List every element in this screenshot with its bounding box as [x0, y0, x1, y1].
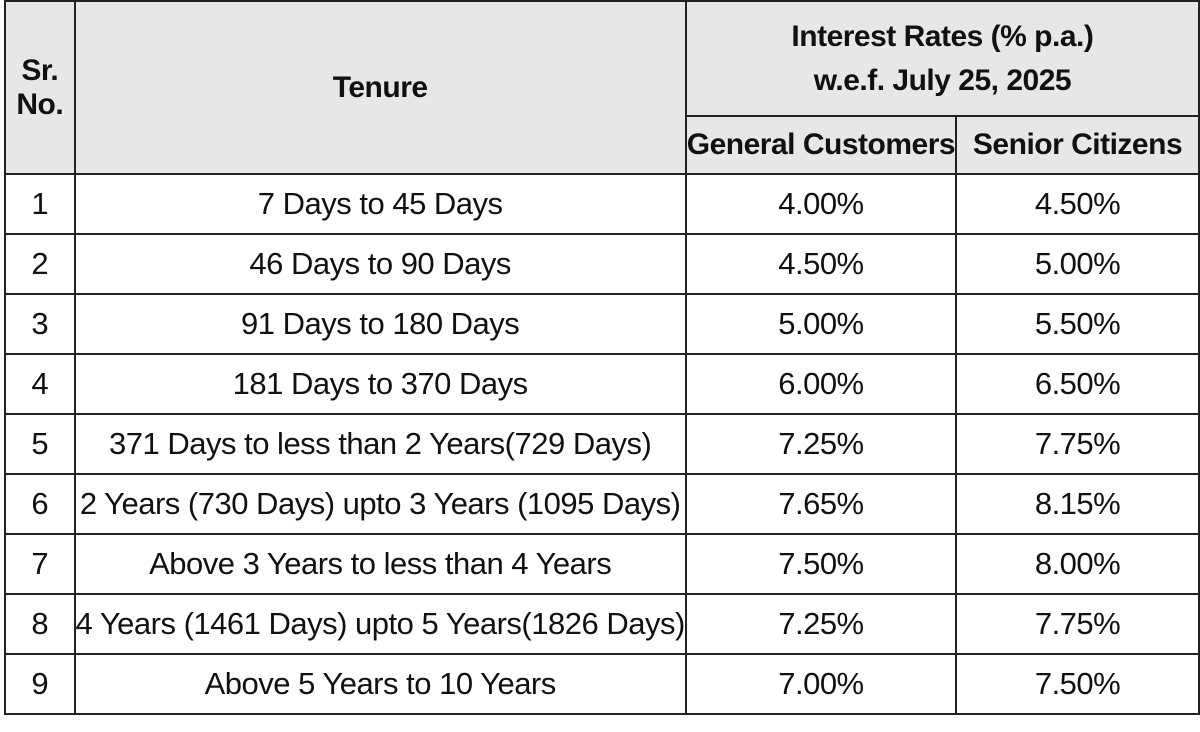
cell-tenure: Above 3 Years to less than 4 Years	[73, 533, 687, 595]
header-rates-title: Interest Rates (% p.a.)	[791, 19, 1094, 53]
cell-senior-rate: 5.00%	[955, 233, 1200, 295]
table-row: 5 371 Days to less than 2 Years(729 Days…	[4, 413, 1200, 475]
cell-senior-rate: 7.75%	[955, 413, 1200, 475]
header-senior-citizens: Senior Citizens	[955, 115, 1200, 175]
cell-sr-no: 9	[4, 653, 76, 715]
cell-sr-no: 2	[4, 233, 76, 295]
table-row: 2 46 Days to 90 Days 4.50% 5.00%	[4, 233, 1200, 295]
header-sr-line1: Sr.	[21, 53, 59, 87]
table-row: 3 91 Days to 180 Days 5.00% 5.50%	[4, 293, 1200, 355]
cell-senior-rate: 5.50%	[955, 293, 1200, 355]
cell-general-rate: 4.00%	[684, 173, 958, 235]
table-row: 1 7 Days to 45 Days 4.00% 4.50%	[4, 173, 1200, 235]
cell-senior-rate: 6.50%	[955, 353, 1200, 415]
table-header: Sr. No. Tenure Interest Rates (% p.a.) w…	[4, 0, 1200, 175]
table-row: 6 2 Years (730 Days) upto 3 Years (1095 …	[4, 473, 1200, 535]
cell-senior-rate: 8.00%	[955, 533, 1200, 595]
header-rates-effective-date: w.e.f. July 25, 2025	[813, 63, 1072, 97]
cell-tenure: 91 Days to 180 Days	[73, 293, 687, 355]
cell-sr-no: 3	[4, 293, 76, 355]
cell-tenure: 4 Years (1461 Days) upto 5 Years(1826 Da…	[73, 593, 687, 655]
cell-sr-no: 4	[4, 353, 76, 415]
cell-senior-rate: 7.50%	[955, 653, 1200, 715]
header-tenure: Tenure	[73, 0, 687, 175]
header-interest-rates: Interest Rates (% p.a.) w.e.f. July 25, …	[684, 0, 1200, 117]
cell-general-rate: 7.25%	[684, 413, 958, 475]
interest-rate-table: Sr. No. Tenure Interest Rates (% p.a.) w…	[4, 0, 1200, 715]
cell-tenure: 371 Days to less than 2 Years(729 Days)	[73, 413, 687, 475]
cell-general-rate: 7.00%	[684, 653, 958, 715]
header-sr-no: Sr. No.	[4, 0, 76, 175]
cell-tenure: 2 Years (730 Days) upto 3 Years (1095 Da…	[73, 473, 687, 535]
cell-sr-no: 6	[4, 473, 76, 535]
cell-general-rate: 7.65%	[684, 473, 958, 535]
table-body: 1 7 Days to 45 Days 4.00% 4.50% 2 46 Day…	[4, 173, 1200, 715]
header-sr-line2: No.	[16, 87, 64, 121]
cell-general-rate: 7.50%	[684, 533, 958, 595]
cell-sr-no: 8	[4, 593, 76, 655]
cell-senior-rate: 8.15%	[955, 473, 1200, 535]
cell-general-rate: 7.25%	[684, 593, 958, 655]
table-row: 8 4 Years (1461 Days) upto 5 Years(1826 …	[4, 593, 1200, 655]
cell-general-rate: 5.00%	[684, 293, 958, 355]
cell-sr-no: 5	[4, 413, 76, 475]
cell-tenure: 181 Days to 370 Days	[73, 353, 687, 415]
cell-senior-rate: 7.75%	[955, 593, 1200, 655]
cell-senior-rate: 4.50%	[955, 173, 1200, 235]
table-row: 4 181 Days to 370 Days 6.00% 6.50%	[4, 353, 1200, 415]
cell-sr-no: 7	[4, 533, 76, 595]
table-row: 9 Above 5 Years to 10 Years 7.00% 7.50%	[4, 653, 1200, 715]
cell-tenure: 46 Days to 90 Days	[73, 233, 687, 295]
cell-sr-no: 1	[4, 173, 76, 235]
cell-general-rate: 4.50%	[684, 233, 958, 295]
cell-general-rate: 6.00%	[684, 353, 958, 415]
header-general-customers: General Customers	[684, 115, 958, 175]
table-row: 7 Above 3 Years to less than 4 Years 7.5…	[4, 533, 1200, 595]
cell-tenure: 7 Days to 45 Days	[73, 173, 687, 235]
cell-tenure: Above 5 Years to 10 Years	[73, 653, 687, 715]
